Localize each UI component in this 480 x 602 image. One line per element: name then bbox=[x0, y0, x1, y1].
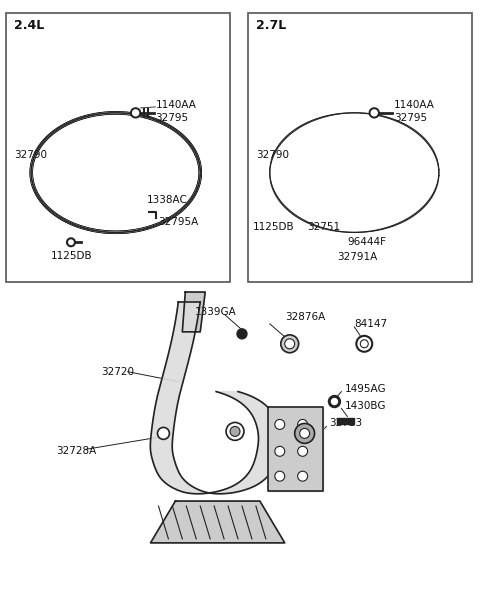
FancyBboxPatch shape bbox=[248, 13, 472, 282]
Circle shape bbox=[298, 420, 308, 429]
Circle shape bbox=[281, 335, 299, 353]
Circle shape bbox=[300, 429, 310, 438]
Circle shape bbox=[369, 108, 379, 118]
Text: 32711: 32711 bbox=[270, 452, 303, 461]
Text: 32795A: 32795A bbox=[158, 217, 199, 228]
Text: 32790: 32790 bbox=[14, 150, 48, 160]
Polygon shape bbox=[268, 406, 323, 491]
Text: 1338AC: 1338AC bbox=[146, 196, 187, 205]
Circle shape bbox=[275, 420, 285, 429]
Text: 32751: 32751 bbox=[308, 222, 341, 232]
Text: 1495AG: 1495AG bbox=[344, 383, 386, 394]
Text: 32876A: 32876A bbox=[285, 312, 325, 322]
Circle shape bbox=[230, 426, 240, 436]
Text: 1140AA: 1140AA bbox=[394, 100, 435, 110]
Text: 1125DB: 1125DB bbox=[253, 222, 295, 232]
Circle shape bbox=[298, 446, 308, 456]
Circle shape bbox=[285, 339, 295, 349]
Circle shape bbox=[275, 446, 285, 456]
Polygon shape bbox=[150, 302, 280, 494]
Circle shape bbox=[328, 396, 340, 408]
Text: 32720: 32720 bbox=[101, 367, 134, 377]
Circle shape bbox=[131, 108, 141, 118]
Text: 32723: 32723 bbox=[329, 418, 362, 429]
Text: 1339GA: 1339GA bbox=[195, 307, 237, 317]
Text: 32728A: 32728A bbox=[56, 446, 96, 456]
Text: 84147: 84147 bbox=[354, 319, 387, 329]
Text: 2.7L: 2.7L bbox=[256, 19, 286, 32]
Text: 32795: 32795 bbox=[394, 113, 427, 123]
Circle shape bbox=[332, 399, 337, 405]
Polygon shape bbox=[337, 418, 354, 424]
Text: 1125DB: 1125DB bbox=[51, 251, 93, 261]
Circle shape bbox=[67, 238, 75, 246]
Polygon shape bbox=[182, 292, 205, 332]
Circle shape bbox=[132, 110, 139, 116]
Circle shape bbox=[371, 110, 377, 116]
Circle shape bbox=[298, 471, 308, 481]
Circle shape bbox=[275, 471, 285, 481]
Circle shape bbox=[360, 340, 368, 348]
Circle shape bbox=[295, 423, 314, 443]
Text: 32790: 32790 bbox=[256, 150, 289, 160]
Circle shape bbox=[356, 336, 372, 352]
Text: 1140AA: 1140AA bbox=[156, 100, 196, 110]
Circle shape bbox=[237, 329, 247, 339]
Circle shape bbox=[226, 423, 244, 440]
Text: 96444F: 96444F bbox=[348, 237, 386, 247]
Circle shape bbox=[157, 427, 169, 439]
Text: 2.4L: 2.4L bbox=[14, 19, 45, 32]
Text: 1430BG: 1430BG bbox=[344, 400, 386, 411]
Polygon shape bbox=[151, 501, 285, 543]
FancyBboxPatch shape bbox=[6, 13, 230, 282]
Text: 32791A: 32791A bbox=[337, 252, 378, 262]
Text: 32795: 32795 bbox=[156, 113, 189, 123]
